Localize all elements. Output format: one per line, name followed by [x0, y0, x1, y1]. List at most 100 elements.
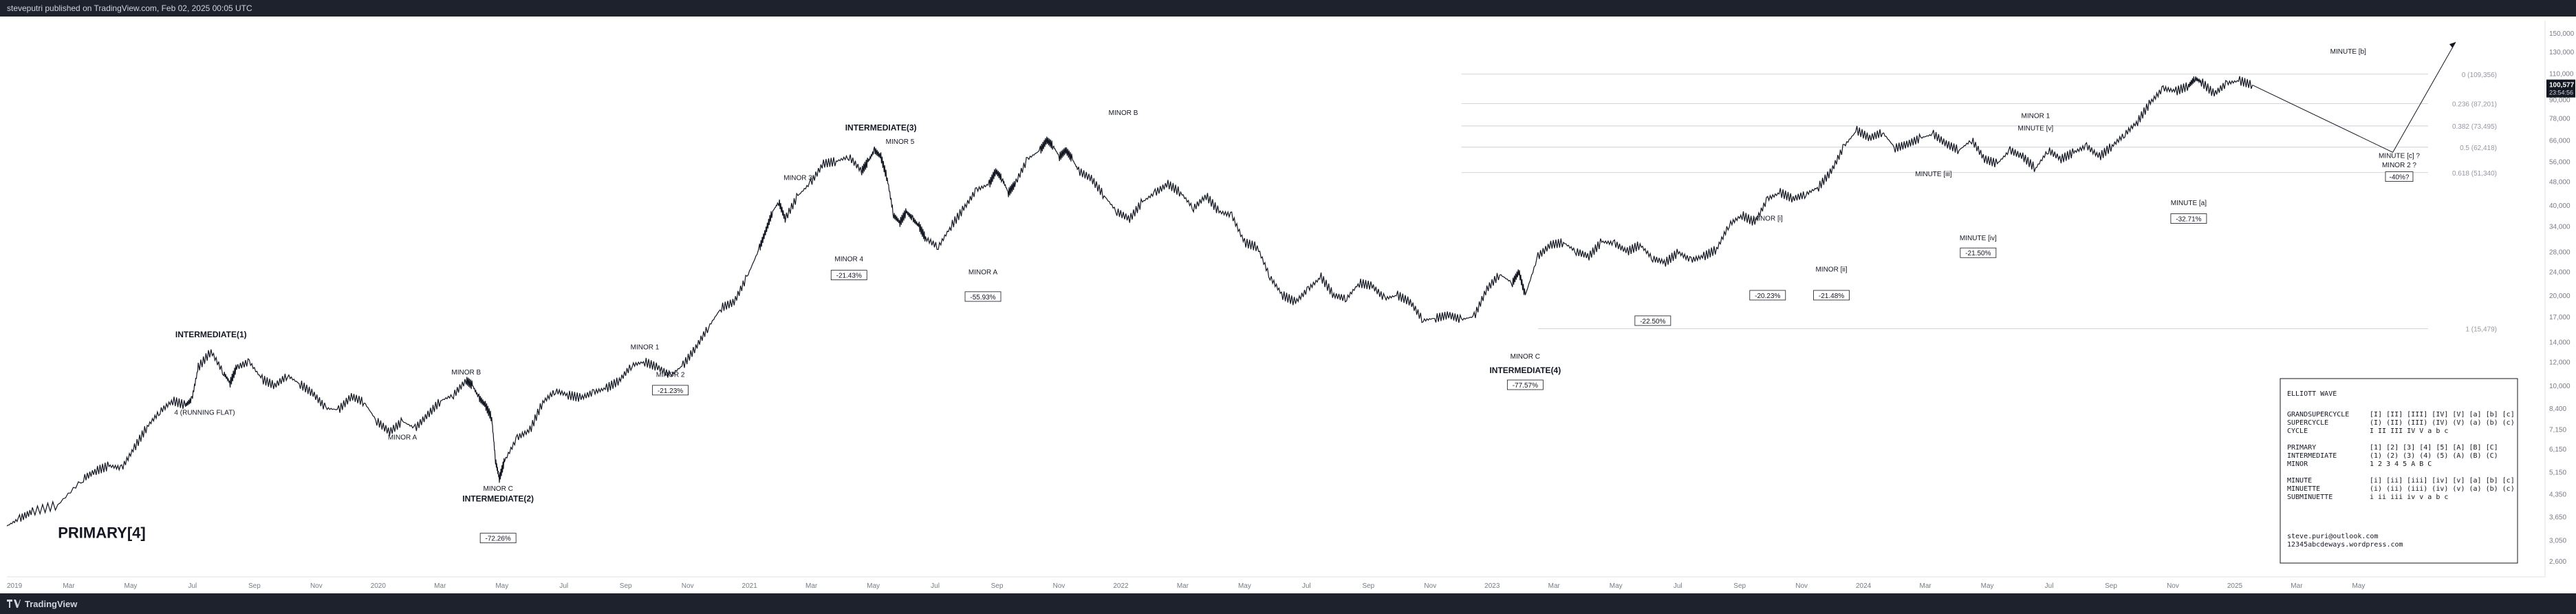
- legend-row-symbols: 1 2 3 4 5 A B C: [2370, 460, 2432, 468]
- legend-row-name: CYCLE: [2287, 427, 2308, 435]
- y-tick-label: 130,000: [2549, 49, 2575, 56]
- fib-label: 0.382 (73,495): [2452, 123, 2497, 131]
- pct-badge-text: -21.43%: [836, 273, 862, 280]
- legend-frame: [2280, 378, 2518, 564]
- y-tick-label: 6,150: [2549, 446, 2566, 454]
- projection-up: [2392, 41, 2456, 153]
- wave-label: MINUTE [c] ?: [2379, 152, 2420, 160]
- x-tick-label: Mar: [63, 582, 75, 590]
- y-tick-label: 3,650: [2549, 514, 2566, 522]
- pct-badge-text: -77.57%: [1513, 382, 1538, 390]
- x-tick-label: Sep: [2105, 582, 2117, 590]
- pct-badge-box: [479, 533, 517, 544]
- legend-row-symbols: [i] [ii] [iii] [iv] [v] [a] [b] [c]: [2370, 477, 2515, 485]
- pct-badge-text: -55.93%: [970, 294, 995, 301]
- pct-badge-text: -72.26%: [486, 536, 511, 543]
- y-tick-label: 14,000: [2549, 339, 2570, 346]
- wave-label: MINOR C: [483, 485, 512, 493]
- tradingview-logo-icon: [7, 600, 21, 608]
- y-axis: 150,000130,000110,000100,00090,00078,000…: [2544, 21, 2575, 577]
- publisher-bar: steveputri published on TradingView.com,…: [0, 0, 2576, 17]
- pct-badge-text: -22.50%: [1640, 318, 1665, 326]
- pct-badge: -55.93%: [964, 291, 1002, 302]
- legend-row-symbols: (1) (2) (3) (4) (5) (A) (B) (C): [2370, 452, 2498, 460]
- wave-label: MINOR 2: [656, 371, 685, 379]
- pct-badge: -32.71%: [2170, 213, 2207, 224]
- wave-label: MINOR 2 ?: [2382, 162, 2416, 169]
- x-tick-label: 2025: [2227, 582, 2243, 590]
- legend-row-symbols: (i) (ii) (iii) (iv) (v) (a) (b) (c): [2370, 485, 2515, 493]
- brand-name: TradingView: [25, 599, 78, 609]
- x-tick-label: 2021: [742, 582, 758, 590]
- wave-label: MINUTE [a]: [2171, 200, 2207, 207]
- wave-labels: INTERMEDIATE(1) 4 (RUNNING FLAT) INTERMEDI…: [58, 48, 2420, 544]
- pct-badge-box: [1506, 379, 1544, 390]
- x-tick-label: Jul: [1302, 582, 1311, 590]
- y-tick-label: 20,000: [2549, 293, 2570, 300]
- x-tick-label: 2019: [7, 582, 23, 590]
- legend-row-name: SUPERCYCLE: [2287, 419, 2328, 427]
- wave-label: MINOR 3: [783, 175, 812, 182]
- price-box: [2546, 79, 2575, 98]
- pct-badge-box: [1749, 290, 1786, 301]
- x-tick-label: Nov: [2167, 582, 2179, 590]
- x-tick-label: Sep: [248, 582, 261, 590]
- x-tick-label: Jul: [931, 582, 940, 590]
- pct-badge-box: [1813, 290, 1850, 301]
- fib-label: 1 (15,479): [2465, 326, 2497, 334]
- y-tick-label: 8,400: [2549, 405, 2566, 413]
- x-tick-label: May: [124, 582, 137, 590]
- legend-row-name: INTERMEDIATE: [2287, 452, 2337, 460]
- x-tick-label: Sep: [1362, 582, 1374, 590]
- pct-badge-box: [830, 270, 867, 281]
- y-tick-label: 34,000: [2549, 224, 2570, 231]
- pct-badge-box: [1634, 315, 1671, 326]
- pct-badge-box: [652, 385, 689, 396]
- x-tick-label: Jul: [559, 582, 568, 590]
- pct-badge-text: -20.23%: [1755, 293, 1780, 300]
- legend-row-name: MINUETTE: [2287, 485, 2320, 493]
- legend-row-name: MINOR: [2287, 460, 2308, 468]
- x-tick-label: Sep: [1733, 582, 1746, 590]
- price-series: [6, 41, 2456, 527]
- wave-label: MINOR [ii]: [1815, 266, 1847, 274]
- x-tick-label: Nov: [682, 582, 694, 590]
- fib-levels: 0 (109,356) 0.236 (87,201) 0.382 (73,495) 0…: [1461, 72, 2497, 334]
- y-tick-label: 150,000: [2549, 30, 2575, 38]
- pct-badge: -20.23%: [1749, 290, 1786, 301]
- legend-row-name: GRANDSUPERCYCLE: [2287, 411, 2349, 419]
- x-tick-label: Mar: [1548, 582, 1561, 590]
- x-tick-label: Nov: [1053, 582, 1065, 590]
- wave-label: INTERMEDIATE(2): [462, 494, 534, 504]
- x-tick-label: Sep: [991, 582, 1004, 590]
- y-tick-label: 90,000: [2549, 97, 2570, 105]
- pct-badge: -21.43%: [830, 270, 867, 281]
- pct-badge: -21.50%: [1960, 247, 1997, 258]
- wave-label: MINOR 4: [834, 255, 863, 263]
- legend-row-symbols: (I) (II) (III) (IV) (V) (a) (b) (c): [2370, 419, 2515, 427]
- price-value: 100,577: [2549, 82, 2575, 89]
- wave-label: MINOR 1: [631, 344, 660, 352]
- y-tick-label: 40,000: [2549, 202, 2570, 210]
- pct-badge-box: [1960, 247, 1997, 258]
- x-tick-label: 2022: [1113, 582, 1129, 590]
- y-tick-label: 28,000: [2549, 248, 2570, 256]
- y-tick-label: 5,150: [2549, 469, 2566, 477]
- wave-label: MINOR B: [451, 369, 481, 377]
- projection-arrowhead: [2449, 42, 2456, 48]
- pct-badge: -40%?: [2385, 171, 2414, 182]
- pct-badge-text: -40%?: [2390, 174, 2410, 182]
- y-tick-label: 110,000: [2549, 71, 2574, 78]
- publisher-line: steveputri published on TradingView.com,…: [7, 3, 252, 13]
- y-tick-label: 10,000: [2549, 383, 2570, 390]
- wave-label: MINOR 5: [886, 138, 915, 146]
- wave-label: MINOR 1: [2021, 113, 2050, 120]
- wave-label: MINUTE [b]: [2330, 48, 2366, 56]
- legend-row-name: SUBMINUETTE: [2287, 494, 2333, 501]
- legend-row-symbols: i ii iii iv v a b c: [2370, 494, 2448, 501]
- x-tick-label: Nov: [310, 582, 323, 590]
- pct-badge-box: [2170, 213, 2207, 224]
- fib-label: 0 (109,356): [2462, 72, 2497, 79]
